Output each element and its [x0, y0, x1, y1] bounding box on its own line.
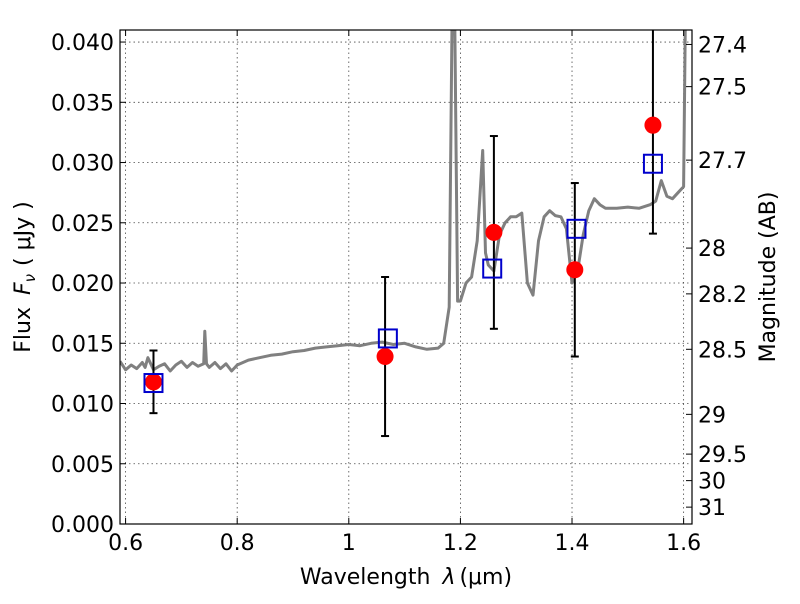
- y-tick-label: 0.020: [51, 272, 114, 297]
- y2-tick-label: 30: [698, 470, 726, 495]
- y2-tick-label: 29: [698, 403, 726, 428]
- y-tick-label: 0.010: [51, 393, 114, 418]
- x-axis-label: Wavelength λ (μm): [300, 565, 512, 590]
- y2-tick-label: 28.5: [698, 338, 747, 363]
- x-tick-label: 0.8: [220, 531, 255, 556]
- y-tick-label: 0.030: [51, 152, 114, 177]
- y-tick-label: 0.000: [51, 513, 114, 538]
- y2-tick-label: 29.5: [698, 443, 747, 468]
- y2-tick-label: 28: [698, 237, 726, 262]
- y-tick-label: 0.015: [51, 332, 114, 357]
- x-tick-label: 0.6: [108, 531, 143, 556]
- observed-flux-point: [376, 348, 394, 366]
- x-tick-label: 1.2: [443, 531, 478, 556]
- model-flux-marker: [642, 153, 663, 174]
- model-flux-marker: [566, 218, 587, 239]
- grid-lines: [120, 30, 692, 525]
- y2-tick-label: 28.2: [698, 283, 747, 308]
- y2-axis-label: Magnitude (AB): [756, 192, 781, 363]
- y2-tick-label: 27.5: [698, 76, 747, 101]
- x-tick-label: 1: [342, 531, 356, 556]
- observed-flux-point: [644, 116, 662, 134]
- observed-flux-point: [485, 223, 503, 241]
- observed-flux-point: [566, 261, 584, 279]
- model-flux-marker: [143, 373, 164, 394]
- model-flux-marker: [377, 328, 398, 349]
- model-flux-marker: [482, 258, 503, 279]
- y-tick-label: 0.035: [51, 91, 114, 116]
- y-tick-label: 0.005: [51, 453, 114, 478]
- x-tick-label: 1.4: [555, 531, 590, 556]
- plot-area: [120, 30, 687, 438]
- y-tick-label: 0.025: [51, 212, 114, 237]
- plot-frame: [119, 29, 693, 525]
- y-tick-label: 0.040: [51, 31, 114, 56]
- observed-flux-point: [144, 373, 162, 391]
- y2-tick-label: 27.4: [698, 33, 747, 58]
- y2-tick-label: 27.7: [698, 149, 747, 174]
- spectrum-line: [120, 30, 687, 373]
- y-axis-label: FluxFν( μJy ): [11, 201, 39, 352]
- axis-ticks: 0.6 0.8 1 1.2 1.4 1.6 0.000 0.005 0.010 0.015 0.02…: [51, 30, 747, 556]
- x-tick-label: 1.6: [666, 531, 701, 556]
- y2-tick-label: 31: [698, 496, 726, 521]
